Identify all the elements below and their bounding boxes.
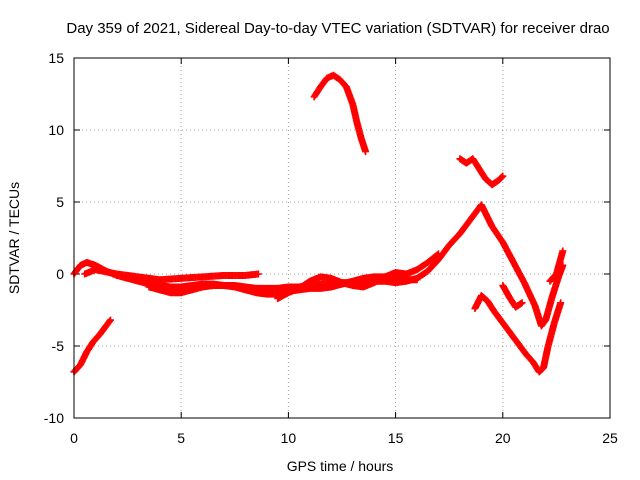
y-tick-label: 15 [48, 50, 64, 66]
y-tick-label: 0 [56, 266, 64, 282]
x-axis-label: GPS time / hours [287, 458, 394, 474]
data-point [413, 276, 421, 284]
data-point [559, 247, 567, 255]
x-tick-label: 20 [495, 430, 511, 446]
data-point [518, 299, 526, 307]
data-point [362, 148, 370, 156]
y-tick-label: 5 [56, 194, 64, 210]
plot-frame [73, 57, 611, 419]
series-arc-i [499, 282, 526, 311]
data-point [106, 317, 114, 325]
data-point [106, 316, 114, 324]
x-tick-label: 25 [602, 430, 618, 446]
y-axis-label: SDTVAR / TECUs [6, 182, 22, 294]
series-arc-j [546, 247, 567, 285]
data-point [499, 172, 507, 180]
y-tick-label: 10 [48, 122, 64, 138]
y-tick-label: -5 [52, 338, 65, 354]
grid [74, 58, 610, 418]
series-arc-c [81, 266, 262, 284]
data-point [434, 250, 442, 258]
series-arc-a [70, 316, 114, 376]
series-arc-f [310, 71, 370, 156]
x-tick-label: 0 [70, 430, 78, 446]
series-arc-g [456, 155, 507, 189]
series-arc-d [145, 273, 421, 298]
series-arc-e [274, 250, 442, 302]
x-tick-label: 10 [281, 430, 297, 446]
x-tick-label: 15 [388, 430, 404, 446]
series-arc-h [471, 292, 565, 376]
data-point [498, 173, 506, 181]
data-point [557, 299, 565, 307]
data-point [254, 270, 262, 278]
data-point [433, 251, 441, 259]
chart-title: Day 359 of 2021, Sidereal Day-to-day VTE… [66, 20, 609, 37]
y-tick-label: -10 [44, 410, 64, 426]
x-tick-label: 5 [177, 430, 185, 446]
